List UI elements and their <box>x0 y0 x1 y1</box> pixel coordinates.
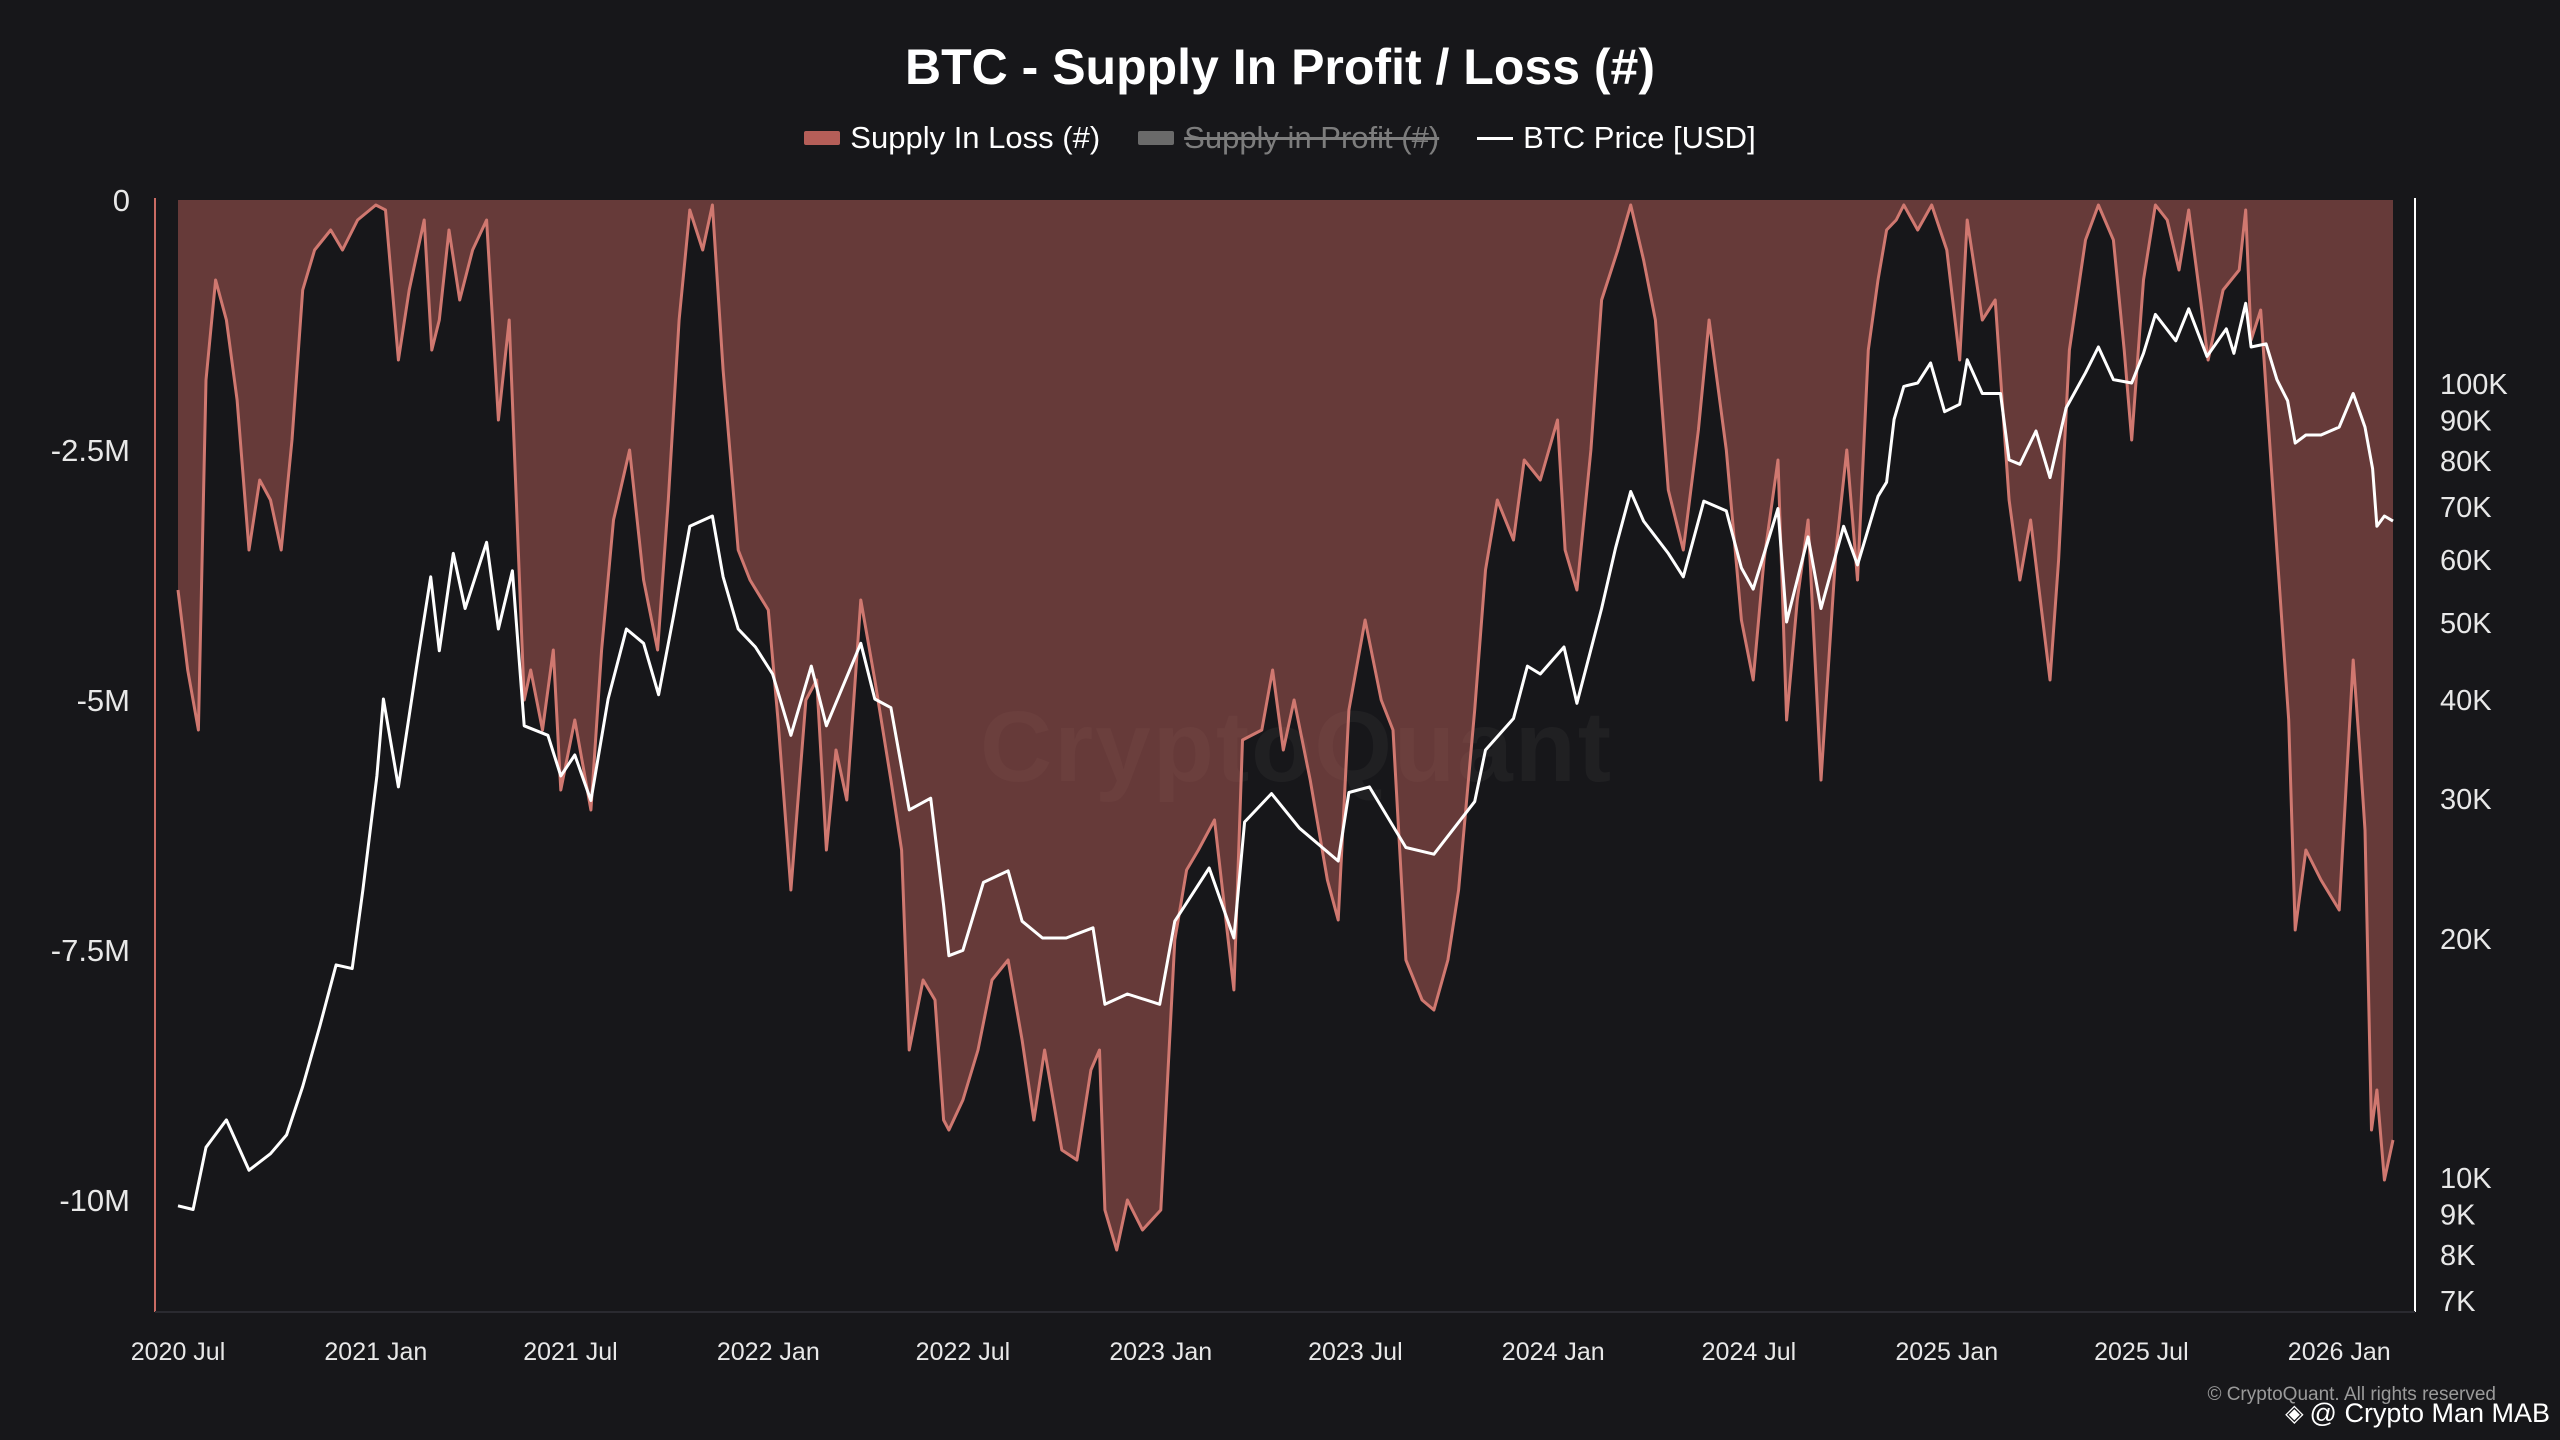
y-left-tick-label: 0 <box>113 183 130 218</box>
y-right-tick-label: 7K <box>2440 1286 2476 1318</box>
x-tick-label: 2022 Jan <box>717 1338 820 1366</box>
legend-item-supply-in-loss[interactable]: Supply In Loss (#) <box>804 120 1100 156</box>
x-tick-label: 2022 Jul <box>916 1338 1011 1366</box>
copyright-text: © CryptoQuant. All rights reserved <box>2207 1384 2496 1405</box>
author-watermark: ◈ @ Crypto Man MAB <box>2285 1398 2550 1429</box>
series-line-supply-in-loss <box>176 203 2395 1252</box>
legend-swatch-loss <box>804 131 841 145</box>
legend-label-price: BTC Price [USD] <box>1523 120 1756 155</box>
y-right-tick-label: 100K <box>2440 369 2508 401</box>
y-right-tick-label: 30K <box>2440 784 2492 816</box>
y-right-tick-label: 10K <box>2440 1163 2492 1195</box>
y-left-tick-label: -10M <box>59 1183 130 1218</box>
series-line-btc-price <box>177 301 2394 1211</box>
legend-label-profit: Supply in Profit (#) <box>1184 120 1440 155</box>
y-right-tick-label: 50K <box>2440 608 2492 640</box>
y-left-tick-label: -5M <box>77 683 130 718</box>
y-right-tick-label: 20K <box>2440 924 2492 956</box>
x-tick-label: 2026 Jan <box>2288 1338 2391 1366</box>
x-tick-label: 2023 Jul <box>1308 1338 1403 1366</box>
y-right-tick-label: 9K <box>2440 1199 2476 1231</box>
legend-swatch-profit <box>1138 131 1175 145</box>
axes: 0 -2.5M -5M -7.5M -10M 100K 90K 80K 70K 60K 50K 40K… <box>51 183 2509 1366</box>
y-right-tick-label: 8K <box>2440 1240 2476 1272</box>
chart-title: BTC - Supply In Profit / Loss (#) <box>905 39 1655 95</box>
y-left-tick-label: -2.5M <box>51 433 130 468</box>
x-tick-label: 2025 Jan <box>1895 1338 1998 1366</box>
x-tick-label: 2025 Jul <box>2094 1338 2189 1366</box>
legend-swatch-price <box>1477 136 1514 140</box>
legend-item-btc-price[interactable]: BTC Price [USD] <box>1477 120 1756 156</box>
author-watermark-text: @ Crypto Man MAB <box>2309 1398 2550 1428</box>
x-tick-label: 2021 Jan <box>324 1338 427 1366</box>
legend-label-loss: Supply In Loss (#) <box>850 120 1101 155</box>
x-tick-label: 2021 Jul <box>523 1338 618 1366</box>
x-tick-label: 2024 Jul <box>1702 1338 1797 1366</box>
x-tick-label: 2020 Jul <box>131 1338 226 1366</box>
legend: Supply In Loss (#) Supply in Profit (#) … <box>0 120 2560 156</box>
y-right-tick-label: 40K <box>2440 685 2492 717</box>
y-right-tick-label: 60K <box>2440 545 2492 577</box>
y-right-tick-label: 90K <box>2440 405 2492 437</box>
y-right-tick-label: 80K <box>2440 446 2492 478</box>
y-left-tick-label: -7.5M <box>51 933 130 968</box>
legend-item-supply-in-profit[interactable]: Supply in Profit (#) <box>1138 120 1439 156</box>
x-tick-label: 2023 Jan <box>1109 1338 1212 1366</box>
y-right-tick-label: 70K <box>2440 492 2492 524</box>
binance-icon: ◈ <box>2285 1400 2304 1427</box>
plot-area <box>176 200 2395 1252</box>
x-tick-label: 2024 Jan <box>1502 1338 1605 1366</box>
